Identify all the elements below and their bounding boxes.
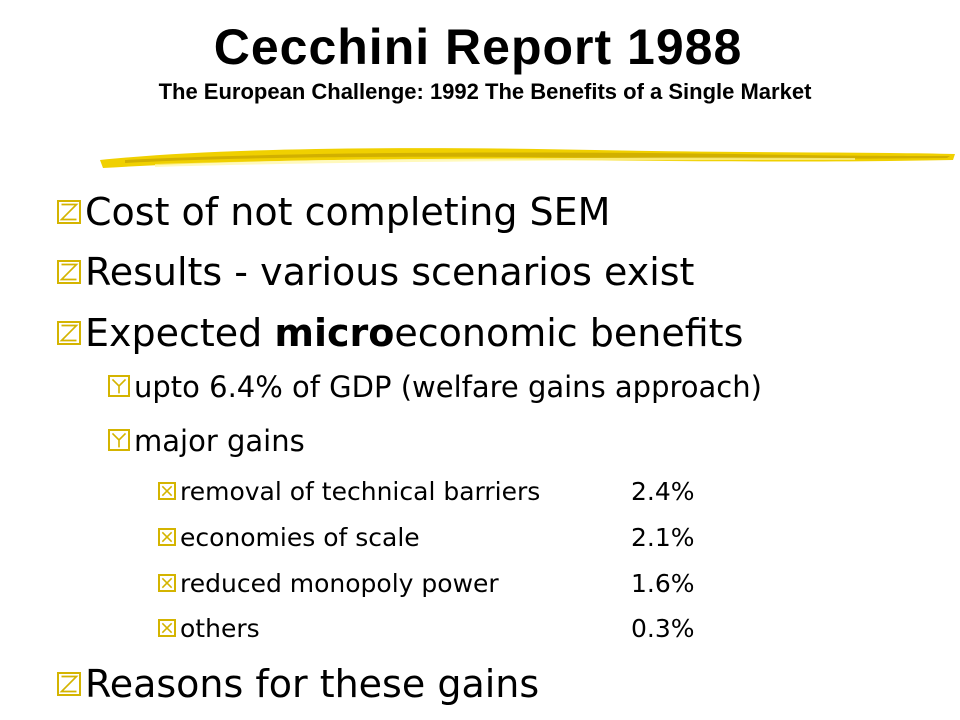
box-z-icon — [57, 259, 81, 284]
sub-bullet-text: upto 6.4% of GDP (welfare gains approach… — [134, 370, 762, 404]
gain-value: 2.1% — [631, 523, 695, 552]
box-x-icon — [158, 482, 176, 500]
sub-bullet-major-gains: major gains — [108, 424, 305, 458]
bullet-results: Results - various scenarios exist — [57, 250, 694, 294]
slide-title: Cecchini Report 1988 — [213, 19, 743, 75]
sub-bullet-gdp: upto 6.4% of GDP (welfare gains approach… — [108, 370, 762, 404]
box-y-icon — [108, 375, 130, 397]
gain-value: 2.4% — [631, 477, 695, 506]
bullet-expected-benefits: Expected microeconomic benefits — [57, 311, 743, 355]
bullet-text: Cost of not completing SEM — [85, 190, 611, 234]
gain-row: economies of scale 2.1% — [158, 523, 718, 552]
box-z-icon — [57, 671, 81, 696]
bullet-cost: Cost of not completing SEM — [57, 190, 610, 234]
gain-label: others — [180, 614, 260, 643]
box-x-icon — [158, 619, 176, 637]
title-block: Cecchini Report 1988 The European Challe… — [0, 18, 960, 106]
gain-row: others 0.3% — [158, 614, 718, 643]
box-x-icon — [158, 574, 176, 592]
brush-stroke-rule — [100, 148, 955, 168]
bullet-text-prefix: Expected — [85, 311, 275, 355]
gain-value: 0.3% — [631, 614, 695, 643]
bullet-text: Results - various scenarios exist — [85, 250, 695, 294]
bullet-reasons: Reasons for these gains — [57, 662, 539, 706]
bullet-text-suffix: economic benefits — [394, 311, 744, 355]
bullet-text-bold: micro — [274, 311, 395, 355]
gain-row: removal of technical barriers 2.4% — [158, 477, 718, 506]
gain-label: economies of scale — [180, 523, 420, 552]
box-y-icon — [108, 429, 130, 451]
box-z-icon — [57, 199, 81, 224]
gain-value: 1.6% — [631, 569, 695, 598]
gain-label: reduced monopoly power — [180, 569, 499, 598]
gain-label: removal of technical barriers — [180, 477, 541, 506]
sub-bullet-text: major gains — [134, 424, 305, 458]
gain-row: reduced monopoly power 1.6% — [158, 569, 718, 598]
bullet-text: Reasons for these gains — [85, 662, 540, 706]
box-z-icon — [57, 320, 81, 345]
slide-subtitle: The European Challenge: 1992 The Benefit… — [158, 79, 812, 104]
box-x-icon — [158, 528, 176, 546]
